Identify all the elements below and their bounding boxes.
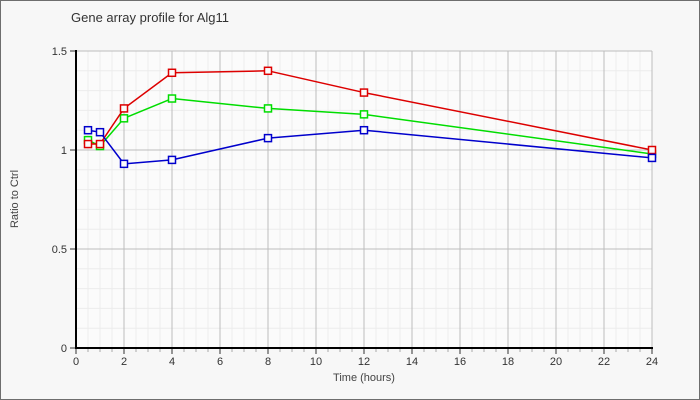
x-tick-label: 14 bbox=[406, 356, 418, 368]
y-tick-label: 1.5 bbox=[52, 46, 67, 58]
green-series-marker bbox=[263, 104, 273, 113]
red-series-marker bbox=[95, 139, 105, 149]
blue-series-marker bbox=[647, 153, 657, 163]
blue-series-marker bbox=[119, 159, 129, 169]
blue-series-marker bbox=[83, 125, 93, 135]
axes bbox=[75, 50, 653, 349]
red-series-marker bbox=[167, 68, 177, 78]
y-axis-label: Ratio to Ctrl bbox=[9, 170, 21, 228]
x-tick-label: 24 bbox=[646, 356, 658, 368]
red-series-marker bbox=[359, 88, 369, 97]
gridlines bbox=[76, 50, 653, 348]
green-series-marker bbox=[119, 114, 129, 123]
x-tick-label: 6 bbox=[217, 356, 223, 368]
red-series-marker bbox=[647, 145, 657, 155]
red-series-marker bbox=[263, 66, 273, 76]
x-tick-label: 10 bbox=[310, 356, 322, 368]
x-tick-label: 18 bbox=[502, 356, 514, 368]
series bbox=[83, 66, 657, 169]
blue-series-marker bbox=[359, 125, 369, 135]
x-tick-label: 4 bbox=[169, 356, 175, 368]
x-tick-label: 12 bbox=[358, 356, 370, 368]
x-tick-label: 8 bbox=[265, 356, 271, 368]
x-tick-labels: 0 2 4 6 8 10 12 14 16 18 20 22 24 bbox=[73, 356, 658, 368]
blue-series-marker bbox=[263, 133, 273, 143]
green-series-marker bbox=[167, 94, 177, 103]
blue-series-marker bbox=[167, 155, 177, 165]
y-tick-label: 1 bbox=[61, 145, 67, 157]
x-tick-label: 20 bbox=[550, 356, 562, 368]
green-series-marker bbox=[359, 110, 369, 119]
x-tick-label: 0 bbox=[73, 356, 79, 368]
blue-series-marker bbox=[95, 127, 105, 137]
x-tick-label: 2 bbox=[121, 356, 127, 368]
y-tick-labels: 0 0.5 1 1.5 bbox=[52, 46, 67, 355]
x-axis-label: Time (hours) bbox=[333, 372, 395, 384]
red-series-marker bbox=[83, 139, 93, 149]
x-tick-label: 16 bbox=[454, 356, 466, 368]
chart-title: Gene array profile for Alg11 bbox=[71, 10, 230, 25]
red-series-marker bbox=[119, 104, 129, 113]
y-tick-label: 0 bbox=[61, 343, 67, 355]
tick-marks bbox=[70, 50, 653, 354]
x-tick-label: 22 bbox=[598, 356, 610, 368]
y-tick-label: 0.5 bbox=[52, 244, 67, 256]
